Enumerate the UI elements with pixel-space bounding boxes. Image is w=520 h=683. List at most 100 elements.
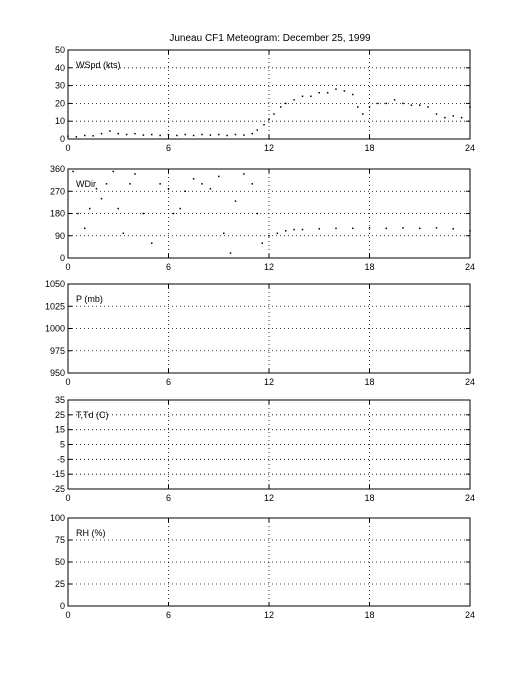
- x-tick-label: 18: [364, 610, 374, 620]
- data-point: [109, 130, 111, 132]
- data-point: [251, 183, 253, 185]
- panel-5: 0 6 12 18 24 0 25 50 75 100 RH (%): [50, 513, 475, 620]
- data-point: [263, 124, 265, 126]
- data-point: [218, 175, 220, 178]
- x-tick-label: 12: [264, 610, 274, 620]
- data-point: [377, 102, 379, 105]
- data-point: [167, 133, 170, 136]
- data-point: [192, 178, 195, 180]
- x-tick-label: 24: [465, 377, 475, 387]
- data-point: [318, 91, 320, 94]
- y-tick-label: 10: [55, 116, 65, 126]
- data-point: [243, 134, 245, 136]
- data-point: [301, 228, 304, 231]
- data-point: [201, 183, 203, 185]
- data-point: [352, 93, 354, 96]
- data-point: [167, 188, 170, 190]
- y-tick-label: 0: [60, 253, 65, 263]
- data-point: [251, 132, 253, 135]
- data-point: [335, 227, 337, 230]
- data-point: [435, 227, 438, 229]
- y-tick-label: 270: [50, 186, 65, 196]
- data-point: [192, 134, 195, 137]
- data-point: [276, 232, 279, 235]
- data-point: [72, 170, 74, 173]
- data-point: [419, 227, 421, 230]
- data-point: [285, 230, 287, 232]
- y-tick-label: 15: [55, 425, 65, 435]
- data-point: [77, 212, 79, 215]
- y-tick-label: -25: [52, 484, 65, 494]
- y-tick-label: 180: [50, 209, 65, 219]
- data-point: [84, 227, 86, 230]
- data-point: [335, 88, 337, 90]
- data-point: [343, 90, 346, 92]
- x-tick-label: 24: [465, 262, 475, 272]
- x-tick-label: 12: [264, 493, 274, 503]
- y-tick-label: 25: [55, 579, 65, 589]
- data-point: [151, 242, 153, 244]
- data-point: [402, 227, 404, 229]
- y-tick-label: 30: [55, 81, 65, 91]
- data-point: [460, 116, 463, 119]
- x-tick-label: 6: [166, 262, 171, 272]
- y-tick-label: 100: [50, 513, 65, 523]
- y-tick-label: 75: [55, 535, 65, 545]
- y-tick-label: 50: [55, 557, 65, 567]
- data-point: [117, 132, 119, 135]
- y-tick-label: 20: [55, 98, 65, 108]
- y-tick-label: 1050: [45, 279, 65, 289]
- x-tick-label: 0: [65, 493, 70, 503]
- x-tick-label: 18: [364, 377, 374, 387]
- data-point: [125, 133, 128, 136]
- data-point: [95, 188, 98, 190]
- data-point: [452, 115, 454, 117]
- data-point: [357, 106, 359, 108]
- x-tick-label: 6: [166, 377, 171, 387]
- data-point: [385, 227, 387, 230]
- x-tick-label: 0: [65, 377, 70, 387]
- data-point: [301, 95, 304, 98]
- x-tick-label: 24: [465, 143, 475, 153]
- x-tick-label: 6: [166, 610, 171, 620]
- data-point: [256, 212, 259, 215]
- data-point: [159, 134, 161, 137]
- data-point: [100, 132, 103, 135]
- data-point: [223, 232, 225, 235]
- data-point: [243, 173, 245, 175]
- x-tick-label: 12: [264, 377, 274, 387]
- y-tick-label: 1000: [45, 324, 65, 334]
- data-point: [184, 133, 186, 136]
- data-point: [352, 227, 354, 230]
- x-tick-label: 6: [166, 493, 171, 503]
- data-point: [444, 116, 446, 119]
- y-tick-label: 1025: [45, 301, 65, 311]
- data-point: [234, 133, 237, 136]
- x-tick-label: 18: [364, 143, 374, 153]
- data-point: [234, 200, 237, 202]
- figure-title: Juneau CF1 Meteogram: December 25, 1999: [169, 33, 371, 44]
- x-tick-label: 24: [465, 610, 475, 620]
- data-point: [134, 173, 136, 175]
- data-point: [201, 133, 203, 136]
- y-tick-label: 5: [60, 440, 65, 450]
- data-point: [142, 134, 145, 136]
- data-point: [410, 104, 413, 106]
- data-point: [84, 134, 86, 137]
- data-point: [179, 207, 181, 210]
- data-point: [89, 207, 91, 210]
- data-point: [261, 242, 264, 244]
- x-tick-label: 12: [264, 262, 274, 272]
- panel-label: WSpd (kts): [76, 60, 121, 70]
- data-point: [256, 129, 259, 131]
- data-point: [134, 132, 136, 135]
- data-point: [310, 95, 312, 98]
- data-point: [117, 207, 119, 210]
- data-point: [172, 212, 175, 215]
- data-point: [427, 106, 429, 108]
- data-point: [285, 102, 287, 105]
- panel-label: WDir: [76, 179, 96, 189]
- y-tick-label: 40: [55, 63, 65, 73]
- y-tick-label: 50: [55, 45, 65, 55]
